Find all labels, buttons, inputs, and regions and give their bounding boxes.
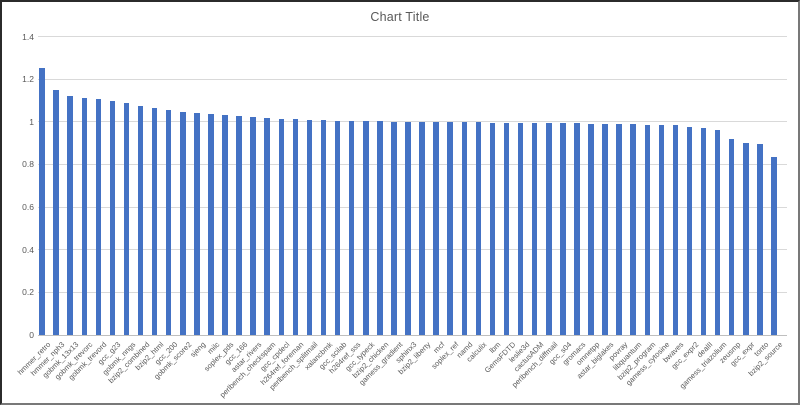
- bar-sphinx3[interactable]: [405, 121, 411, 335]
- bar-calculix[interactable]: [475, 122, 482, 335]
- bar-h264ref_sss[interactable]: [348, 120, 355, 335]
- bar-bzip2_html[interactable]: [151, 108, 158, 335]
- bar-bwaves[interactable]: [672, 124, 679, 335]
- bar-namd[interactable]: [461, 122, 468, 335]
- bar-gcc_166[interactable]: [236, 116, 242, 335]
- bar-astar_rivers[interactable]: [250, 116, 256, 335]
- bar-perlbench_diffmail[interactable]: [546, 123, 552, 335]
- bar-bzip2_combined[interactable]: [137, 105, 144, 335]
- y-axis-tick-label: 0.6: [22, 202, 34, 213]
- bar-sjeng[interactable]: [194, 113, 200, 335]
- y-axis-tick-label: 1: [29, 116, 34, 127]
- bar-libquantum[interactable]: [630, 124, 636, 335]
- bar-h264ref_foreman[interactable]: [292, 119, 299, 335]
- bar-soplex_ref[interactable]: [447, 122, 453, 335]
- bar-gcc_expr2[interactable]: [686, 126, 693, 335]
- bar-gobmk_13x13[interactable]: [67, 95, 73, 335]
- bar-cactusADM[interactable]: [531, 123, 538, 335]
- bar-bzip2_chicken[interactable]: [377, 121, 383, 335]
- bar-gamess_gradient[interactable]: [391, 121, 397, 335]
- chart-title[interactable]: Chart Title: [370, 10, 430, 24]
- bar-omnetpp[interactable]: [588, 123, 594, 335]
- bar-gamess_triazolium[interactable]: [714, 129, 721, 335]
- bar-gamess_cytosine[interactable]: [658, 125, 665, 335]
- bar-perlbench_checkspam[interactable]: [264, 117, 270, 335]
- bar-bzip2_liberty[interactable]: [419, 121, 425, 335]
- bar-gcc_cpdecl[interactable]: [278, 118, 285, 335]
- y-axis-tick-label: 0.2: [22, 287, 34, 298]
- y-axis-tick-label: 0.4: [22, 244, 34, 255]
- bar-povray[interactable]: [616, 124, 622, 335]
- bar-gcc_typeck[interactable]: [363, 121, 369, 335]
- bar-gromacs[interactable]: [574, 123, 580, 335]
- bar-hmmer_nph3[interactable]: [53, 90, 59, 335]
- bar-gobmk_score2[interactable]: [180, 111, 186, 335]
- bar-gcc_200[interactable]: [165, 110, 172, 335]
- bar-leslie3d[interactable]: [517, 122, 524, 335]
- bar-astar_biglakes[interactable]: [602, 123, 608, 335]
- y-axis-tick-label: 1.2: [22, 74, 34, 85]
- y-axis-tick-label: 0.8: [22, 159, 34, 170]
- bar-zeusmp[interactable]: [728, 139, 735, 335]
- bar-bzip2_program[interactable]: [644, 124, 651, 335]
- gridline: [38, 163, 787, 165]
- bar-soplex_pds[interactable]: [222, 115, 228, 335]
- bar-GemsFDTD[interactable]: [503, 122, 510, 335]
- bar-gcc_scilab[interactable]: [334, 120, 341, 335]
- bar-gobmk_trevorc[interactable]: [81, 97, 87, 335]
- gridline: [38, 36, 787, 37]
- y-axis-tick-label: 1.4: [22, 31, 34, 42]
- bar-gcc_s04[interactable]: [560, 123, 566, 335]
- bar-gobmk_trevord[interactable]: [95, 98, 102, 335]
- bar-gcc_expr[interactable]: [743, 142, 749, 335]
- bar-tonto[interactable]: [757, 144, 763, 335]
- bar-gobmk_nngs[interactable]: [123, 103, 130, 335]
- gridline: [38, 206, 787, 208]
- bar-lbm[interactable]: [489, 122, 496, 335]
- bar-hmmer_retro[interactable]: [39, 68, 45, 335]
- bar-perlbench_splitmail[interactable]: [306, 119, 313, 335]
- y-axis-tick-label: 0: [29, 330, 34, 340]
- bar-bzip2_source[interactable]: [771, 156, 777, 335]
- gridline: [38, 291, 787, 293]
- bar-mcf[interactable]: [433, 121, 439, 335]
- gridline: [38, 249, 787, 251]
- bar-gcc_g23[interactable]: [109, 101, 116, 335]
- gridline: [38, 78, 787, 80]
- bar-xalancbmk[interactable]: [320, 120, 327, 335]
- bar-milc[interactable]: [208, 114, 214, 335]
- gridline: [38, 121, 787, 123]
- bar-dealII[interactable]: [700, 127, 707, 335]
- x-axis-line: [38, 335, 787, 336]
